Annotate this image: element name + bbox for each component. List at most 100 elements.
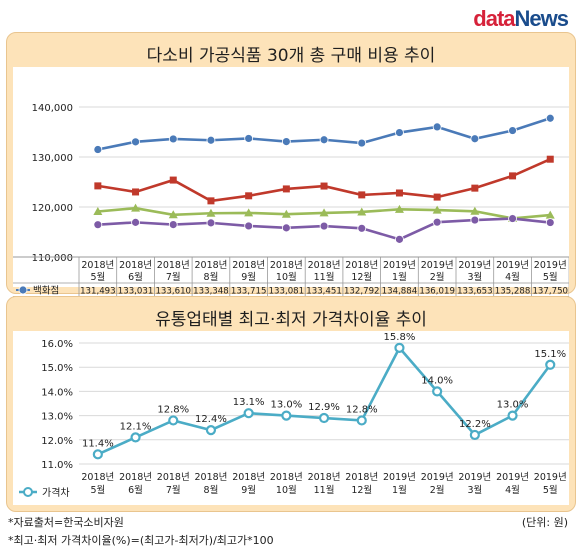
x-category-year: 2019년 — [458, 472, 491, 483]
table-cell-value: 137,750 — [532, 287, 568, 297]
table-cell-value: 134,884 — [382, 287, 418, 297]
data-point — [206, 135, 216, 145]
x-category-year: 2018년 — [270, 260, 303, 271]
x-category-month: 11월 — [314, 484, 335, 496]
legend-marker — [23, 487, 33, 497]
data-label: 14.0% — [421, 375, 453, 386]
y-tick-label: 13.0% — [41, 412, 73, 423]
x-category-month: 7월 — [166, 271, 181, 283]
y-tick-label: 120,000 — [32, 203, 73, 214]
data-label: 12.8% — [157, 404, 189, 415]
x-category-month: 11월 — [314, 271, 335, 283]
formula-note: *최고·최저 가격차이율(%)=(최고가-최저가)/최고가*100 — [8, 534, 274, 547]
data-point — [319, 208, 329, 217]
x-category-month: 3월 — [467, 484, 482, 496]
logo-part2: News — [514, 6, 569, 31]
data-point — [281, 137, 291, 146]
data-point — [432, 217, 442, 227]
series-line-1 — [97, 117, 551, 151]
y-tick-label: 16.0% — [41, 339, 73, 350]
data-point — [205, 425, 217, 436]
data-point — [245, 192, 253, 200]
x-category-year: 2018년 — [345, 472, 378, 483]
x-category-month: 4월 — [505, 484, 520, 496]
data-point — [244, 221, 254, 231]
datanews-logo: dataNews — [473, 6, 569, 32]
legend-marker — [18, 285, 28, 295]
data-point — [432, 205, 442, 214]
x-category-month: 9월 — [241, 484, 256, 496]
data-point — [93, 207, 103, 216]
purchase-cost-title: 다소비 가공식품 30개 총 구매 비용 추이 — [146, 46, 436, 66]
data-point — [545, 359, 556, 370]
logo-part1: data — [473, 6, 515, 31]
data-point — [93, 145, 103, 154]
x-category-month: 7월 — [166, 484, 181, 496]
x-category-month: 10월 — [276, 484, 297, 496]
data-point — [168, 210, 178, 219]
table-cell-value: 133,451 — [306, 287, 342, 297]
data-point — [507, 410, 518, 421]
data-label: 12.2% — [459, 419, 491, 430]
data-point — [319, 221, 329, 231]
data-point — [395, 128, 404, 137]
unit-note: (단위: 원) — [521, 516, 568, 529]
data-point — [169, 176, 177, 184]
data-point — [358, 191, 366, 199]
x-category-year: 2018년 — [119, 472, 152, 483]
data-point — [132, 188, 140, 196]
x-category-year: 2018년 — [232, 472, 265, 483]
x-category-year: 2019년 — [421, 260, 454, 271]
data-point — [244, 134, 254, 143]
y-tick-label: 11.0% — [41, 460, 73, 471]
x-category-year: 2019년 — [383, 472, 416, 483]
y-tick-label: 130,000 — [32, 153, 73, 164]
x-category-month: 1월 — [392, 271, 407, 283]
data-label: 13.1% — [233, 397, 265, 408]
x-category-month: 5월 — [90, 484, 105, 496]
x-category-month: 5월 — [543, 484, 558, 496]
x-category-month: 8월 — [204, 271, 219, 283]
data-point — [243, 408, 254, 419]
x-category-year: 2018년 — [345, 260, 378, 271]
data-point — [545, 218, 555, 227]
x-category-month: 1월 — [392, 484, 407, 496]
data-point — [131, 217, 140, 227]
table-cell-value: 136,019 — [419, 287, 455, 297]
data-point — [94, 182, 102, 190]
data-label: 12.4% — [195, 414, 227, 425]
price-gap-title: 유통업태별 최고·최저 가격차이율 추이 — [155, 310, 427, 330]
table-cell-value: 133,653 — [457, 287, 493, 297]
data-point — [206, 218, 216, 228]
data-point — [357, 138, 367, 148]
data-point — [470, 215, 480, 225]
data-point — [282, 185, 290, 193]
x-category-month: 5월 — [90, 271, 105, 283]
data-point — [244, 208, 254, 217]
data-point — [470, 206, 480, 215]
data-label: 12.1% — [120, 421, 152, 432]
data-point — [433, 193, 441, 201]
table-cell-value: 133,031 — [118, 287, 154, 297]
x-category-year: 2018년 — [194, 472, 227, 483]
data-point — [131, 203, 141, 212]
data-point — [168, 220, 178, 229]
data-point — [131, 137, 140, 147]
data-point — [469, 429, 480, 441]
data-point — [320, 182, 328, 190]
data-point — [395, 234, 404, 244]
x-category-month: 10월 — [276, 271, 297, 283]
y-tick-label: 14.0% — [41, 387, 73, 398]
data-point — [206, 208, 216, 217]
x-category-year: 2019년 — [383, 260, 416, 271]
x-category-year: 2018년 — [232, 260, 265, 271]
data-point — [207, 197, 215, 205]
data-point — [432, 386, 443, 397]
data-point — [357, 207, 367, 216]
data-point — [281, 410, 292, 421]
data-point — [432, 122, 442, 132]
x-category-year: 2018년 — [194, 260, 227, 271]
data-point — [92, 449, 103, 460]
data-point — [281, 223, 291, 233]
x-category-year: 2018년 — [308, 472, 341, 483]
